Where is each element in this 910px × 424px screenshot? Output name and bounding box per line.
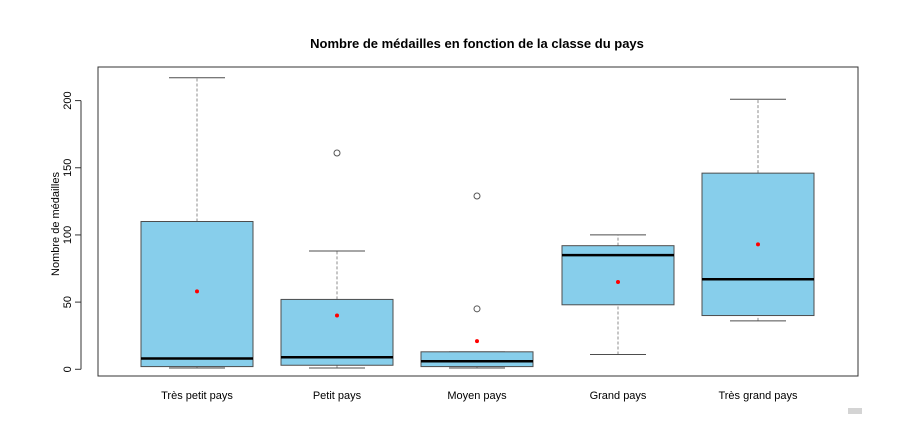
x-axis-labels: Très petit pays Petit pays Moyen pays Grand… (161, 390, 798, 402)
box-iqr (280, 298, 394, 366)
y-tick-label: 50 (62, 296, 74, 308)
box-group (140, 77, 254, 369)
mean-point (475, 339, 479, 344)
box-iqr (140, 221, 254, 368)
x-tick-label: Grand pays (590, 390, 647, 402)
outlier-point (333, 149, 341, 157)
mean-point (616, 279, 620, 284)
box-iqr (420, 351, 534, 368)
x-tick-label: Très grand pays (718, 390, 798, 402)
outlier-point (473, 192, 481, 200)
corner-mark (848, 408, 862, 414)
y-axis-label: Nombre de médailles (50, 172, 62, 276)
x-tick-label: Petit pays (313, 390, 362, 402)
y-tick-label: 100 (62, 226, 74, 244)
y-tick-label: 0 (62, 366, 74, 372)
box-group (561, 234, 675, 356)
x-tick-label: Très petit pays (161, 390, 233, 402)
x-tick-label: Moyen pays (447, 390, 507, 402)
mean-point (756, 242, 760, 247)
chart-title: Nombre de médailles en fonction de la cl… (310, 36, 644, 51)
box-group (701, 98, 815, 322)
mean-point (195, 289, 199, 294)
plot-frame (97, 66, 859, 377)
y-tick-label: 200 (62, 91, 74, 109)
outlier-point (473, 305, 481, 313)
box-group (420, 192, 534, 369)
box-group (280, 149, 394, 369)
boxes-layer (140, 77, 815, 369)
y-tick-label: 150 (62, 159, 74, 177)
y-axis: 0 50 100 150 200 (62, 91, 82, 372)
mean-point (335, 313, 339, 318)
